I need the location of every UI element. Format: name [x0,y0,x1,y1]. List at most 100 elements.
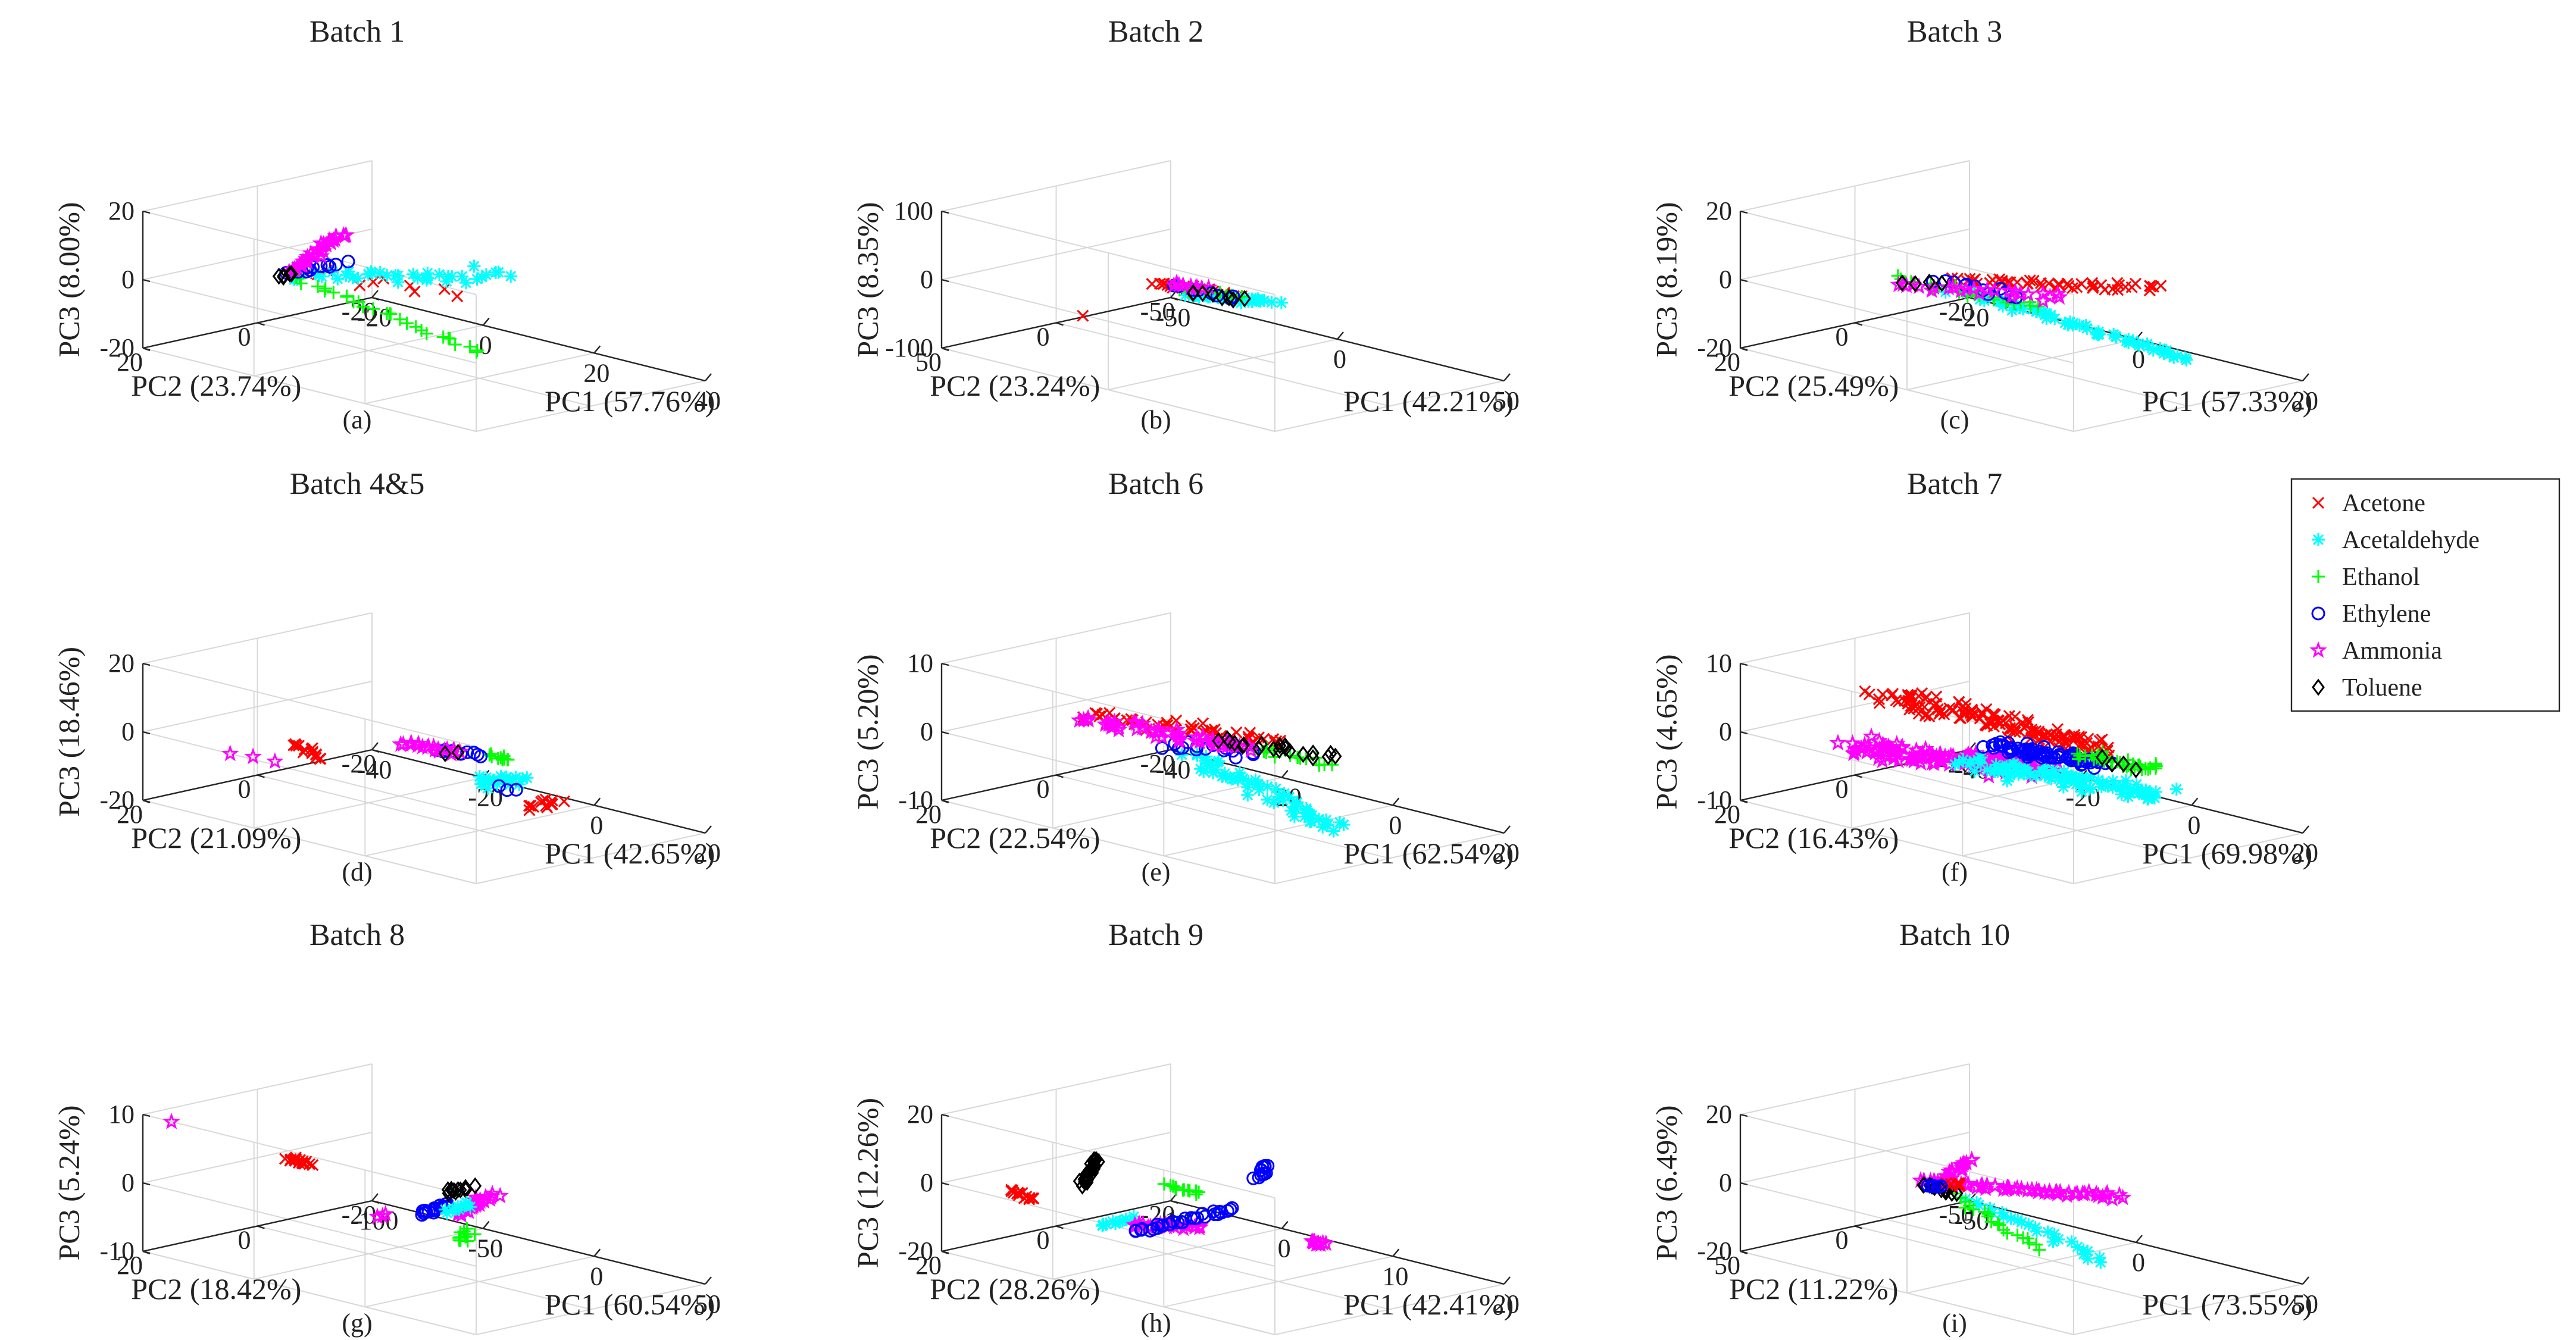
ammonia-point [1902,750,1920,768]
ammonia-point [1159,724,1177,741]
y-tick [1056,1225,1064,1229]
ethanol-point [2022,1236,2036,1250]
acetaldehyde-point [2167,350,2181,364]
acetaldehyde-point [2026,302,2040,316]
z-tick [142,662,151,666]
y-axis-label: PC2 (28.26%) [930,1272,1100,1305]
ethanol-point [460,1222,474,1235]
y-axis-label: PC2 (23.74%) [131,369,301,402]
acetaldehyde-point [1963,756,1977,769]
ammonia-point [266,752,284,769]
gridline [142,347,477,432]
x-tick [1337,331,1344,340]
ethylene-point [2051,750,2065,764]
ethanol-point [1981,1210,1994,1223]
ethylene-point [1155,741,1169,755]
subplot-caption: (g) [342,1308,372,1338]
acetone-point [2001,276,2014,289]
gridline [941,800,1276,884]
acetaldehyde-point [1284,804,1298,818]
x-tick-label: 50 [1493,386,1520,415]
acetaldehyde-point [1236,772,1250,785]
gridline [142,663,477,747]
ethanol-point [356,300,370,314]
acetaldehyde-point [473,770,486,784]
y-tick [1056,322,1064,326]
acetaldehyde-point [2016,302,2030,316]
ammonia-point [1986,1176,2004,1194]
z-tick [941,731,949,735]
data-points [221,733,570,816]
subplot-caption: (b) [1140,405,1171,434]
acetaldehyde-point [1996,764,2010,777]
acetaldehyde-point [1303,815,1317,829]
x-tick-label: 20 [2292,838,2318,868]
acetaldehyde-point [1995,1206,2009,1219]
acetaldehyde-point [2133,339,2146,352]
x-tick [2302,373,2309,381]
ethylene-point [1246,746,1260,760]
acetaldehyde-point [411,271,424,285]
toluene-point [2105,755,2119,773]
acetone-point [2043,277,2055,290]
legend-ethanol-marker [2312,570,2325,583]
acetaldehyde-point [490,777,504,791]
ethanol-point [2078,749,2092,763]
acetaldehyde-point [1996,299,2009,313]
gridline [142,1114,477,1198]
acetone-point [307,1159,319,1172]
acetone-point [306,742,318,754]
y-axis-label: PC2 (25.49%) [1728,369,1899,402]
acetone-point [1930,690,1943,703]
toluene-point [1296,746,1310,763]
acetaldehyde-point [2075,785,2089,799]
z-tick-label: -20 [898,1236,933,1266]
ethylene-point [320,258,334,272]
z-tick [941,1182,949,1186]
y-tick [371,296,380,301]
acetaldehyde-point [1312,812,1325,826]
acetaldehyde-point [1998,761,2012,774]
x-tick-label: 50 [2292,1289,2318,1319]
acetaldehyde-point [2048,312,2062,325]
ammonia-point [1873,751,1892,768]
gridline [941,731,1276,816]
acetaldehyde-point [509,771,523,784]
acetone-point [1230,726,1243,738]
acetaldehyde-point [1265,295,1278,309]
acetaldehyde-point [1197,765,1211,778]
acetone-point [2144,280,2157,293]
ammonia-point [491,1186,509,1204]
ammonia-point [1944,747,1962,764]
ethanol-point [463,340,477,353]
ammonia-point [2074,1185,2092,1202]
ammonia-point [1893,737,1911,754]
x-axis-label: PC1 (69.98%) [2142,837,2312,870]
acetaldehyde-point [1986,1206,1999,1220]
gridline [1740,228,1970,280]
acetone-point [314,753,327,765]
legend-label: Toluene [2342,674,2422,702]
acetaldehyde-point [1298,810,1312,824]
x-tick-label: 0 [2187,810,2200,840]
toluene-point [1087,1151,1101,1169]
acetone-point [1077,309,1089,322]
z-tick [142,1182,151,1186]
acetone-point [558,795,570,807]
ethanol-point [2033,1243,2046,1257]
z-tick-label: -20 [99,333,135,362]
acetone-point [1992,714,2004,727]
acetone-point [1157,278,1170,290]
acetaldehyde-point [2005,303,2019,317]
x-tick-label: -40 [357,755,392,784]
y-tick-label: 20 [915,800,942,829]
acetaldehyde-point [391,269,405,283]
ethylene-point [1165,1214,1180,1229]
z-tick-label: -10 [99,1236,135,1266]
gridline [257,322,591,407]
gridline [1056,774,1390,859]
y-tick-label: 20 [915,1251,942,1280]
